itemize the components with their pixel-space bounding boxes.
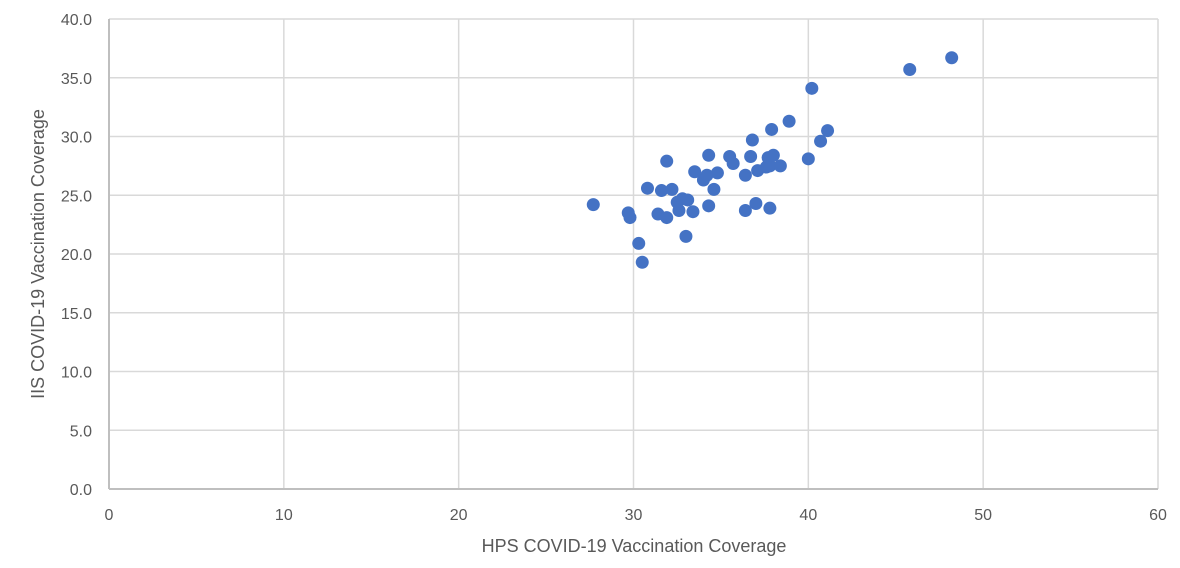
data-point [773,159,787,173]
data-point [749,196,763,210]
y-tick-label: 15.0 [61,306,92,323]
data-point [805,81,819,95]
data-point [744,149,758,163]
data-point [586,198,600,212]
x-tick-label: 50 [974,507,992,524]
data-point [660,154,674,168]
data-point [688,165,702,179]
data-point [654,184,668,198]
data-point [665,182,679,196]
data-point [745,133,759,147]
x-tick-label: 40 [799,507,817,524]
x-axis-title: HPS COVID-19 Vaccination Coverage [482,536,787,556]
data-point [738,204,752,218]
data-point [623,211,637,225]
data-points [586,51,959,269]
data-point [635,255,649,269]
data-point [782,114,796,128]
x-tick-label: 10 [275,507,293,524]
data-point [702,199,716,213]
data-point [640,181,654,195]
y-tick-label: 25.0 [61,188,92,205]
data-point [821,124,835,138]
gridlines [108,18,1159,490]
data-point [702,148,716,162]
data-point [801,152,815,166]
data-point [726,157,740,171]
y-tick-label: 0.0 [70,482,92,499]
data-point [660,211,674,225]
data-point [686,205,700,219]
data-point [738,168,752,182]
y-tick-label: 40.0 [61,12,92,29]
data-point [710,166,724,180]
data-point [632,236,646,250]
data-point [814,134,828,148]
data-point [672,204,686,218]
data-point [945,51,959,65]
data-point [903,63,917,77]
y-tick-label: 35.0 [61,71,92,88]
axes [108,19,1158,490]
data-point [681,193,695,207]
x-tick-label: 30 [625,507,643,524]
y-tick-label: 10.0 [61,365,92,382]
data-point [765,122,779,136]
data-point [766,148,780,162]
data-point [763,201,777,215]
y-tick-label: 5.0 [70,423,92,440]
y-tick-label: 30.0 [61,130,92,147]
x-tick-label: 0 [105,507,114,524]
x-tick-label: 20 [450,507,468,524]
x-tick-label: 60 [1149,507,1167,524]
data-point [679,229,693,243]
y-axis-tick-labels: 0.0 5.0 10.0 15.0 20.0 25.0 30.0 35.0 40.0 [61,12,92,499]
data-point [700,168,714,182]
y-axis-title: IIS COVID-19 Vaccination Coverage [28,109,48,399]
x-axis-tick-labels: 0 10 20 30 40 50 60 [105,507,1167,524]
y-tick-label: 20.0 [61,247,92,264]
data-point [707,182,721,196]
data-point [763,159,777,173]
